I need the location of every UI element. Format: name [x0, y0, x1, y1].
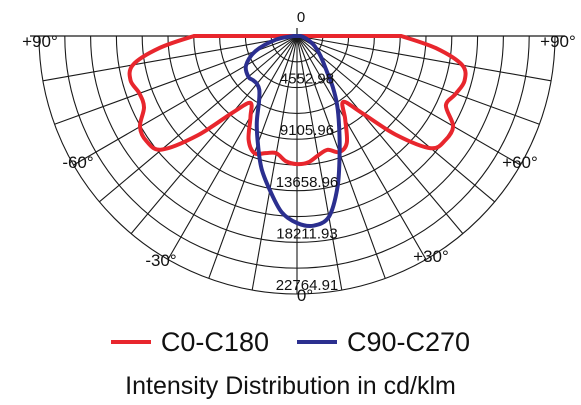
ring-label: 22764.91: [276, 277, 339, 294]
angle-label-right-low: +30°: [413, 247, 449, 266]
grid-spoke: [99, 35, 298, 203]
grid-spoke: [208, 35, 298, 279]
series-line-c0-c180: [127, 34, 468, 167]
grid-spoke: [296, 35, 540, 125]
grid-spoke: [251, 35, 298, 291]
legend-label-c90-c270: C90-C270: [346, 326, 471, 357]
grid-spoke: [296, 35, 343, 291]
grid-spoke: [167, 35, 298, 260]
series-layer: [127, 34, 468, 229]
angle-label-bottom: 0°: [297, 286, 313, 305]
angle-label-right-mid: +60°: [502, 153, 538, 172]
angle-label-top: 0: [297, 9, 305, 26]
grid-spoke: [73, 35, 298, 166]
polar-chart: 4552.98 9105.96 13658.96 18211.93 22764.91 0…: [22, 9, 576, 305]
angle-label-left-low: -30°: [145, 251, 176, 270]
grid-spoke: [296, 35, 521, 166]
angle-label-left-top: +90°: [22, 32, 58, 51]
legend-swatch-c90-c270: [296, 340, 337, 344]
legend-item-c0-c180: C0-C180: [110, 326, 269, 358]
chart-title: Intensity Distribution in cd/klm: [125, 372, 456, 400]
grid-spoke: [130, 35, 298, 234]
grid-spoke: [296, 35, 552, 82]
grid-spoke: [296, 35, 495, 203]
angle-label-left-mid: -60°: [62, 153, 93, 172]
ring-labels: 4552.98 9105.96 13658.96 18211.93 22764.91: [276, 71, 339, 294]
legend-swatch-c0-c180: [110, 340, 151, 344]
legend-label-c0-c180: C0-C180: [160, 326, 269, 357]
ring-label: 13658.96: [276, 174, 339, 191]
legend: C0-C180 C90-C270: [0, 322, 581, 362]
legend-item-c90-c270: C90-C270: [296, 326, 471, 358]
series-line-c90-c270: [243, 34, 342, 229]
grid-spoke: [296, 35, 427, 260]
polar-grid: [30, 28, 565, 295]
ring-label: 18211.93: [276, 225, 337, 242]
grid-spoke: [42, 35, 298, 82]
angle-labels: 0 0° +90° +90° -60° +60° -30° +30°: [22, 9, 576, 305]
ring-label: 9105.96: [280, 122, 334, 139]
ring-label: 4552.98: [280, 71, 334, 88]
angle-label-right-top: +90°: [540, 32, 576, 51]
